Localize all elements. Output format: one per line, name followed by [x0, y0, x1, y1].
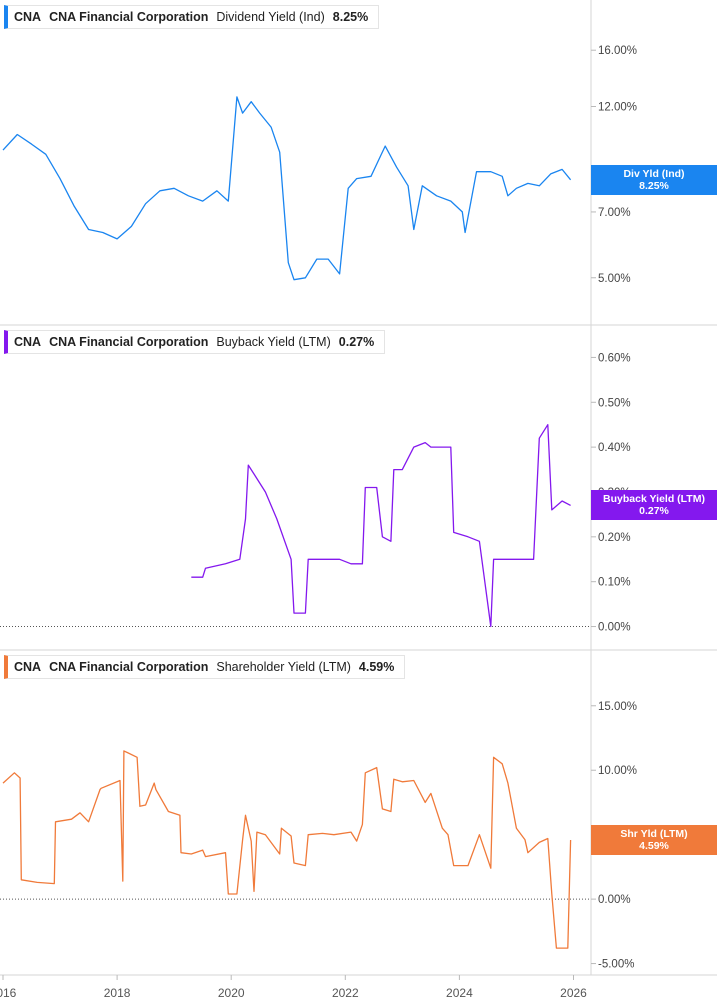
tag-label: Div Yld (Ind) [623, 168, 685, 180]
legend-value: 8.25% [332, 10, 369, 24]
tag-value: 0.27% [639, 505, 669, 517]
legend-company: CNA Financial Corporation [49, 10, 209, 24]
legend-ticker: CNA [14, 660, 42, 674]
legend-value: 4.59% [358, 660, 395, 674]
legend-metric: Dividend Yield (Ind) [216, 10, 325, 24]
value-tag-shareholder-yield: Shr Yld (LTM) 4.59% [591, 825, 717, 855]
value-tag-buyback-yield: Buyback Yield (LTM) 0.27% [591, 490, 717, 520]
y-tick-label: 5.00% [598, 273, 631, 285]
x-tick-label: 2026 [560, 986, 587, 1000]
legend-ticker: CNA [14, 10, 42, 24]
series-line-2 [2, 750, 572, 949]
y-tick-label: -5.00% [598, 959, 634, 971]
y-tick-label: 16.00% [598, 45, 637, 57]
legend-dividend-yield: CNA CNA Financial Corporation Dividend Y… [4, 5, 380, 29]
x-tick-label: 2024 [446, 986, 473, 1000]
y-tick-label: 0.50% [598, 397, 631, 409]
y-tick-label: 7.00% [598, 207, 631, 219]
series-line-0 [2, 96, 572, 281]
legend-company: CNA Financial Corporation [49, 335, 209, 349]
tag-label: Shr Yld (LTM) [620, 828, 688, 840]
tag-label: Buyback Yield (LTM) [603, 493, 705, 505]
y-tick-label: 15.00% [598, 701, 637, 713]
y-tick-label: 0.60% [598, 352, 631, 364]
y-tick-label: 0.00% [598, 894, 631, 906]
legend-shareholder-yield: CNA CNA Financial Corporation Shareholde… [4, 655, 406, 679]
y-tick-label: 12.00% [598, 101, 637, 113]
y-tick-label: 0.20% [598, 532, 631, 544]
legend-buyback-yield: CNA CNA Financial Corporation Buyback Yi… [4, 330, 386, 354]
series-line-1 [191, 424, 571, 628]
x-tick-label: 2020 [218, 986, 245, 1000]
legend-value: 0.27% [338, 335, 375, 349]
y-tick-label: 0.10% [598, 577, 631, 589]
x-tick-label: 2016 [0, 986, 17, 1000]
x-tick-label: 2018 [104, 986, 131, 1000]
value-tag-dividend-yield: Div Yld (Ind) 8.25% [591, 165, 717, 195]
tag-value: 4.59% [639, 840, 669, 852]
legend-ticker: CNA [14, 335, 42, 349]
legend-metric: Buyback Yield (LTM) [216, 335, 331, 349]
y-tick-label: 0.00% [598, 622, 631, 634]
tag-value: 8.25% [639, 180, 669, 192]
x-tick-label: 2022 [332, 986, 359, 1000]
y-tick-label: 0.40% [598, 442, 631, 454]
legend-company: CNA Financial Corporation [49, 660, 209, 674]
legend-metric: Shareholder Yield (LTM) [216, 660, 351, 674]
y-tick-label: 10.00% [598, 765, 637, 777]
